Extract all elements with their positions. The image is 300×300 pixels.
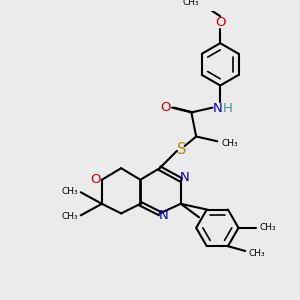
Text: O: O [90,173,101,186]
Text: O: O [215,16,226,28]
Text: CH₃: CH₃ [259,224,276,232]
Text: N: N [159,209,168,222]
Text: O: O [160,101,171,114]
Text: CH₃: CH₃ [248,249,265,258]
Text: CH₃: CH₃ [221,139,238,148]
Text: CH₃: CH₃ [182,0,199,7]
Text: N: N [212,102,222,115]
Text: N: N [180,171,190,184]
Text: S: S [177,142,186,158]
Text: H: H [223,102,233,115]
Text: CH₃: CH₃ [61,187,78,196]
Text: CH₃: CH₃ [61,212,78,221]
